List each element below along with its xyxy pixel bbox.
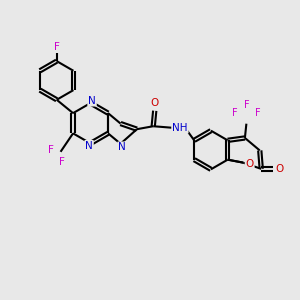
- Text: F: F: [232, 108, 238, 118]
- Text: F: F: [59, 157, 65, 167]
- Text: F: F: [54, 42, 60, 52]
- Text: N: N: [85, 141, 93, 151]
- Text: O: O: [245, 159, 254, 169]
- Text: N: N: [88, 96, 96, 106]
- Text: NH: NH: [172, 123, 188, 133]
- Text: F: F: [255, 108, 260, 118]
- Text: F: F: [244, 100, 250, 110]
- Text: O: O: [276, 164, 284, 174]
- Text: N: N: [118, 142, 126, 152]
- Text: F: F: [48, 145, 54, 155]
- Text: O: O: [151, 98, 159, 108]
